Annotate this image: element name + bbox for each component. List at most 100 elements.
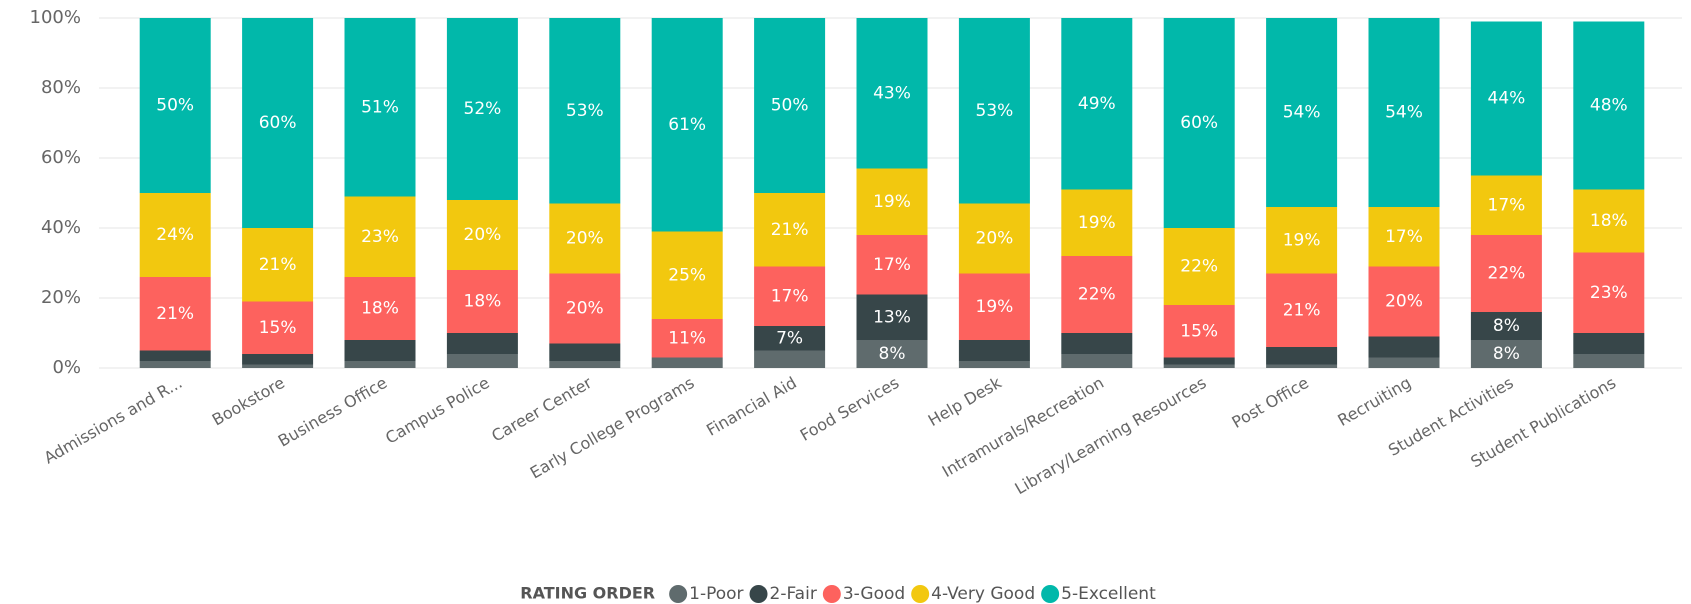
x-tick-label: Bookstore	[209, 373, 288, 430]
bar-segment	[958, 340, 1030, 361]
data-label: 21%	[156, 304, 194, 324]
data-label: 8%	[879, 344, 906, 364]
x-tick-label: Post Office	[1229, 373, 1312, 432]
y-tick-label: 80%	[41, 77, 81, 98]
legend-marker	[1041, 585, 1060, 603]
y-tick-label: 100%	[30, 7, 81, 28]
data-label: 17%	[1385, 227, 1423, 247]
bar-segment	[242, 364, 314, 368]
bar-segment	[754, 326, 826, 351]
data-label: 61%	[668, 115, 706, 135]
data-label: 8%	[1493, 316, 1520, 336]
data-label: 17%	[873, 255, 911, 275]
bar-segment	[1061, 18, 1133, 190]
bar-segment	[856, 340, 928, 368]
bar-segment	[549, 18, 621, 204]
bar-segment	[754, 266, 826, 326]
bar-segment	[1470, 235, 1542, 312]
data-label: 8%	[1493, 344, 1520, 364]
bar-segment	[1266, 364, 1338, 368]
x-tick-label: Recruiting	[1334, 373, 1414, 430]
bar-segment	[549, 273, 621, 344]
bar-segment	[344, 18, 416, 197]
bar-segment	[1470, 340, 1542, 368]
bar-segment	[446, 354, 518, 368]
bar-segment	[242, 18, 314, 228]
legend-marker	[669, 585, 688, 603]
bar-segment	[1163, 357, 1235, 365]
legend-label: 4-Very Good	[931, 584, 1035, 604]
bar-segment	[344, 340, 416, 361]
legend-marker	[822, 585, 841, 603]
y-tick-label: 0%	[52, 357, 81, 378]
bar-segment	[446, 333, 518, 354]
bar-segment	[1470, 21, 1542, 176]
bar-segment	[344, 196, 416, 277]
y-tick-label: 60%	[41, 147, 81, 168]
data-label: 17%	[1488, 195, 1526, 215]
bar-segment	[651, 231, 723, 319]
bar-segment	[856, 18, 928, 169]
bar-segment	[856, 294, 928, 340]
bar-segment	[446, 18, 518, 200]
bar-segment	[139, 18, 211, 193]
data-label: 15%	[1180, 321, 1218, 341]
bar-segment	[1470, 312, 1542, 340]
bar-segment	[1266, 347, 1338, 365]
data-label: 53%	[566, 101, 604, 121]
bar-segment	[242, 228, 314, 302]
bar-segment	[549, 343, 621, 361]
data-label: 50%	[771, 96, 809, 116]
bar-segment	[1368, 336, 1440, 358]
data-label: 50%	[156, 96, 194, 116]
data-label: 21%	[259, 255, 297, 275]
data-label: 20%	[566, 229, 604, 249]
bar-segment	[1368, 266, 1440, 337]
data-label: 25%	[668, 265, 706, 285]
data-label: 51%	[361, 97, 399, 117]
bar-segment	[651, 357, 723, 368]
bar-segment	[754, 18, 826, 193]
bar-segment	[446, 200, 518, 270]
data-label: 52%	[464, 99, 502, 119]
data-label: 54%	[1283, 103, 1321, 123]
x-tick-label: Campus Police	[382, 373, 493, 448]
bar-segment	[1368, 18, 1440, 207]
bar-segment	[1573, 252, 1645, 333]
bar-segment	[344, 361, 416, 368]
legend-label: 3-Good	[843, 584, 905, 604]
data-label: 20%	[1385, 292, 1423, 312]
x-tick-label: Help Desk	[925, 373, 1006, 430]
data-label: 20%	[464, 225, 502, 245]
legend-label: 5-Excellent	[1061, 584, 1156, 604]
bar-segment	[1368, 357, 1440, 368]
bar-segment	[958, 203, 1030, 274]
bar-segment	[446, 270, 518, 333]
data-label: 20%	[976, 229, 1014, 249]
bar-segment	[1573, 189, 1645, 253]
bar-segment	[1266, 273, 1338, 347]
bar-segment	[1573, 333, 1645, 354]
data-label: 54%	[1385, 103, 1423, 123]
legend: RATING ORDER 1-Poor 2-Fair 3-Good 4-Very Goo…	[520, 584, 1156, 604]
bar-segment	[1061, 256, 1133, 333]
bar-segment	[958, 273, 1030, 340]
data-label: 18%	[1590, 211, 1628, 231]
data-label: 17%	[771, 286, 809, 306]
y-tick-label: 20%	[41, 287, 81, 308]
x-tick-label: Business Office	[275, 373, 390, 451]
bar-segment	[651, 319, 723, 358]
bar-segment	[1163, 18, 1235, 228]
bar-segment	[1061, 189, 1133, 256]
bar-segment	[1573, 354, 1645, 368]
data-label: 43%	[873, 83, 911, 103]
data-label: 18%	[464, 292, 502, 312]
bar-segment	[1061, 333, 1133, 354]
data-label: 18%	[361, 299, 399, 319]
bar-segment	[856, 235, 928, 295]
data-label: 49%	[1078, 94, 1116, 114]
bar-segment	[856, 168, 928, 235]
bar-segment	[139, 350, 211, 361]
data-label: 44%	[1488, 89, 1526, 109]
